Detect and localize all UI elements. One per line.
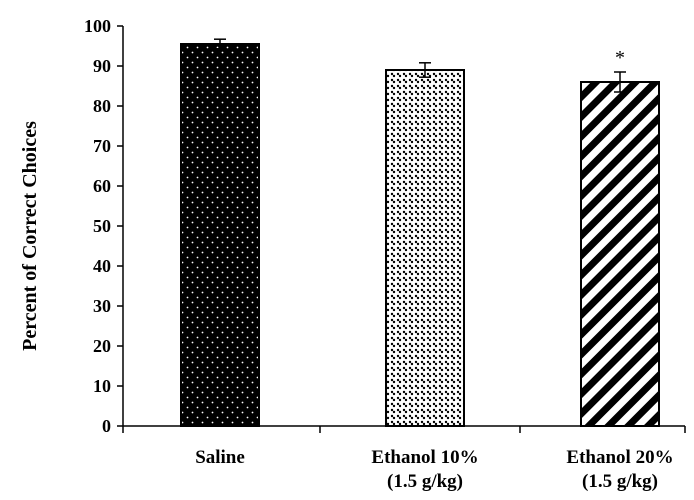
y-tick-label: 20: [93, 336, 111, 356]
y-tick-label: 80: [93, 96, 111, 116]
y-tick-label: 90: [93, 56, 111, 76]
bar-0: [180, 43, 260, 427]
y-tick-label: 60: [93, 176, 111, 196]
y-tick-label: 0: [102, 416, 111, 436]
x-category-label: Ethanol 10% (1.5 g/kg): [371, 447, 478, 492]
y-axis-title: Percent of Correct Choices: [19, 121, 41, 351]
x-category-label: Saline: [195, 447, 245, 468]
bar-1: [385, 69, 465, 427]
bar-2: [580, 81, 660, 427]
y-tick-label: 30: [93, 296, 111, 316]
significance-marker: *: [615, 47, 625, 69]
x-category-label: Ethanol 20% (1.5 g/kg): [566, 447, 673, 492]
plot-area: * 0 10 20 30 40 50 60 70 80 90 100 Saline Ethanol 10%…: [19, 16, 686, 492]
y-tick-label: 50: [93, 216, 111, 236]
y-tick-label: 10: [93, 376, 111, 396]
y-tick-label: 100: [84, 16, 111, 36]
y-tick-label: 40: [93, 256, 111, 276]
y-tick-label: 70: [93, 136, 111, 156]
